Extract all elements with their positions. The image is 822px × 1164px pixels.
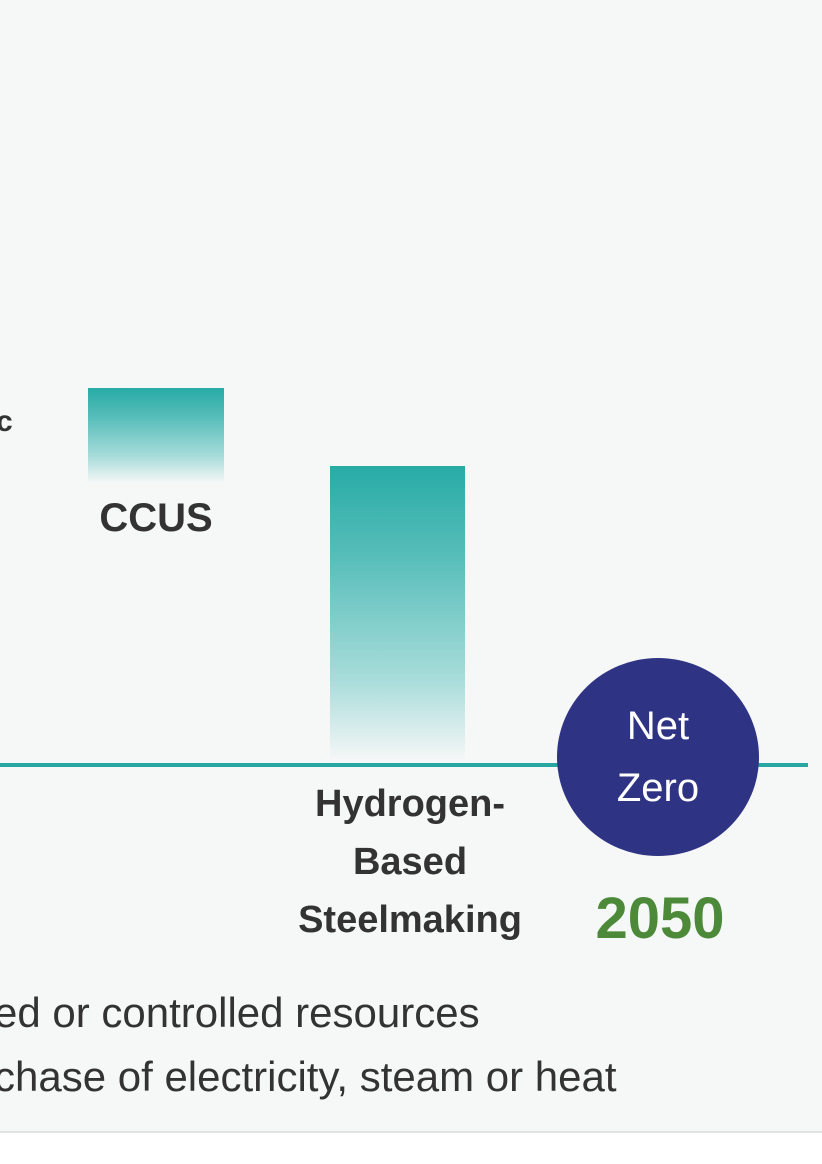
h2-label-line3: Steelmaking	[298, 899, 522, 941]
net-zero-line1: Net	[626, 704, 690, 748]
target-year: 2050	[595, 886, 725, 951]
bar-ccus	[88, 388, 224, 483]
baseline-axis	[0, 763, 808, 767]
ccus-label: CCUS	[99, 496, 213, 540]
bar-hydrogen-steelmaking	[330, 466, 465, 761]
h2-label-line2: Based	[352, 841, 468, 883]
hydrogen-steelmaking-label: Hydrogen- Based Steelmaking	[270, 775, 550, 949]
chart-frame: c CCUS Net Zero Hydrogen- Based Steelmak…	[0, 388, 822, 1133]
h2-label-line1: Hydrogen-	[315, 783, 505, 825]
partial-left-label: c	[0, 404, 13, 440]
footnote-line-2: chase of electricity, steam or heat	[0, 1053, 617, 1100]
net-zero-line2: Zero	[616, 766, 700, 810]
net-zero-badge: Net Zero	[557, 658, 759, 856]
footnote-line-1: ed or controlled resources	[0, 989, 480, 1036]
